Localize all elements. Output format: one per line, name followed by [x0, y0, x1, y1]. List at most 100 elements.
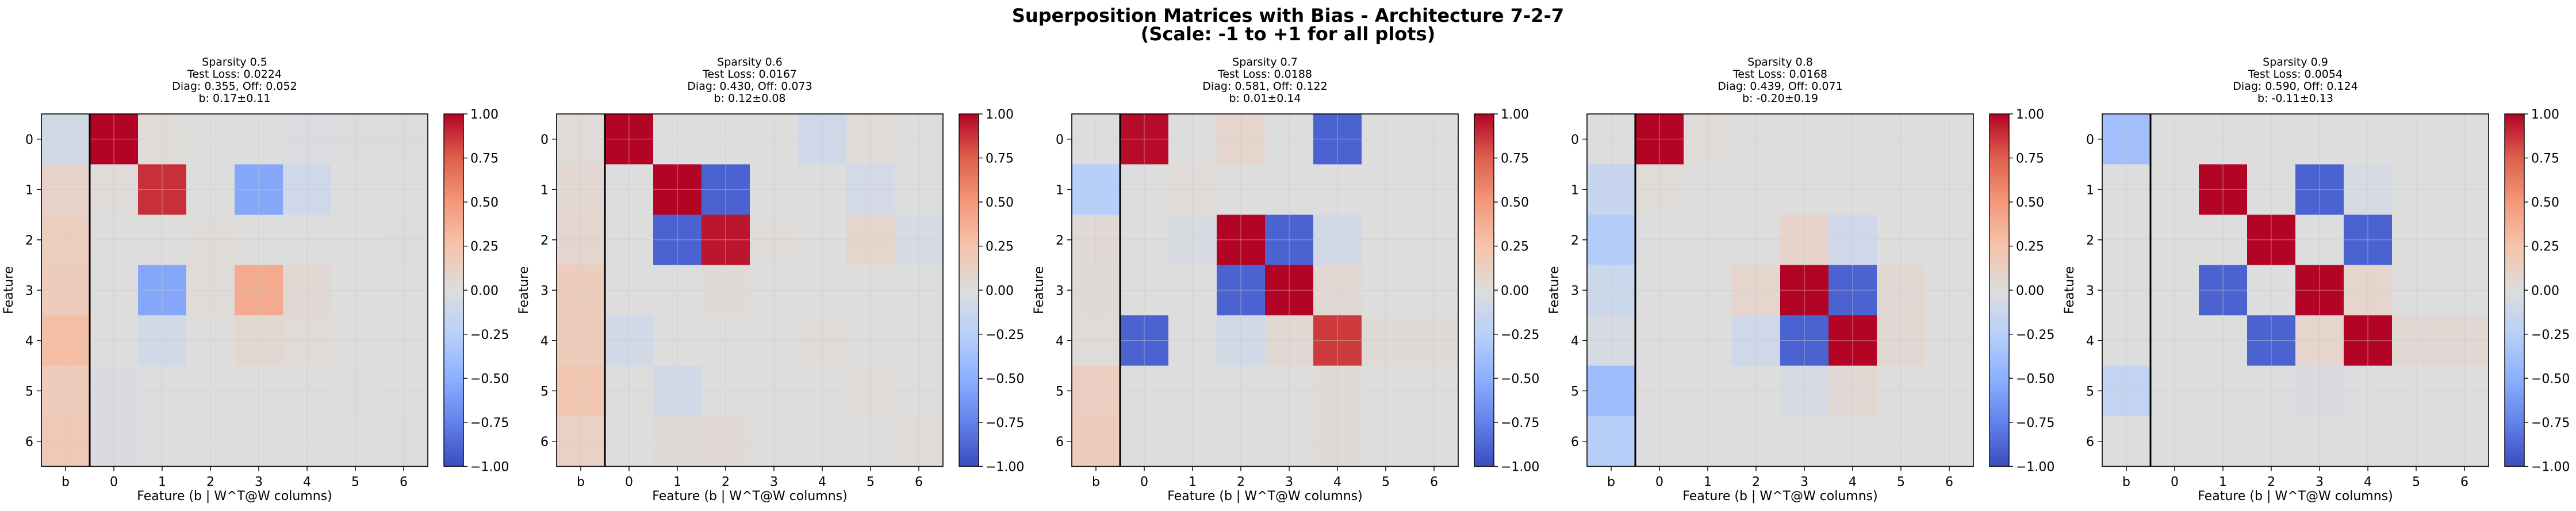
x-tick-label: 0: [1655, 475, 1663, 490]
x-tick-label: 6: [1430, 475, 1438, 490]
colorbar: [2504, 113, 2525, 467]
colorbar-tick-label: 0.75: [1501, 152, 1529, 166]
x-tick-label: 6: [2460, 475, 2468, 490]
y-tick-label: 2: [25, 234, 33, 248]
x-axis-label: Feature (b | W^T@W columns): [652, 489, 847, 504]
colorbar-tick-label: −1.00: [1501, 460, 1539, 475]
x-tick-label: 4: [303, 475, 311, 490]
x-tick-label: 2: [1752, 475, 1760, 490]
x-tick-label: 6: [400, 475, 408, 490]
colorbar-tick-label: 0.75: [986, 152, 1014, 166]
panel-title-line: Test Loss: 0.0188: [1217, 68, 1312, 81]
x-tick-label: 3: [1800, 475, 1808, 490]
y-axis-label: Feature: [2, 266, 16, 314]
y-tick-label: 0: [2086, 133, 2094, 147]
colorbar-tick-label: 1.00: [1501, 108, 1529, 122]
colorbar-tick-label: −0.75: [1501, 416, 1539, 430]
colorbar-tick-label: −0.50: [1501, 372, 1539, 386]
x-tick-label: 5: [1382, 475, 1390, 490]
x-tick-label: 3: [770, 475, 778, 490]
x-tick-label: 4: [2364, 475, 2372, 490]
y-tick-label: 1: [540, 183, 549, 197]
x-tick-label: 6: [915, 475, 923, 490]
colorbar-tick-label: −0.25: [470, 328, 509, 342]
colorbar-tick-label: −0.50: [2531, 372, 2570, 386]
y-tick-label: 0: [540, 133, 549, 147]
colorbar-tick-label: −1.00: [2531, 460, 2570, 475]
colorbar-tick-label: 0.25: [1501, 240, 1529, 254]
y-tick-label: 2: [1056, 234, 1064, 248]
y-tick-label: 3: [25, 284, 33, 298]
y-axis-label: Feature: [2063, 266, 2077, 314]
panel-title-line: Sparsity 0.5: [202, 56, 267, 68]
colorbar-tick-label: 0.50: [2531, 196, 2559, 210]
colorbar-tick-label: 0.25: [986, 240, 1014, 254]
y-tick-label: 1: [1571, 183, 1579, 197]
colorbar-tick-label: −0.25: [2016, 328, 2054, 342]
x-tick-label: 5: [2412, 475, 2420, 490]
colorbar-tick-label: 0.00: [2016, 284, 2044, 298]
x-tick-label: 0: [625, 475, 633, 490]
x-tick-label: 1: [1704, 475, 1712, 490]
x-tick-label: 0: [110, 475, 118, 490]
figure-title-line2: (Scale: -1 to +1 for all plots): [1141, 23, 1436, 45]
y-tick-label: 1: [1056, 183, 1064, 197]
colorbar-tick-label: 0.75: [2016, 152, 2044, 166]
x-tick-label: 3: [255, 475, 263, 490]
x-tick-label: 2: [206, 475, 214, 490]
x-tick-label: 0: [1140, 475, 1148, 490]
y-tick-label: 6: [540, 435, 549, 449]
y-axis-label: Feature: [517, 266, 531, 314]
x-axis-label: Feature (b | W^T@W columns): [1167, 489, 1362, 504]
y-tick-label: 5: [1056, 384, 1064, 399]
y-tick-label: 3: [540, 284, 549, 298]
x-tick-label: 1: [2219, 475, 2227, 490]
x-tick-label: 4: [1849, 475, 1857, 490]
x-axis-label: Feature (b | W^T@W columns): [1682, 489, 1877, 504]
colorbar: [1989, 113, 2010, 467]
panel-title-line: b: 0.01±0.14: [1229, 92, 1301, 105]
y-tick-label: 5: [25, 384, 33, 399]
y-tick-label: 0: [25, 133, 33, 147]
colorbar-tick-label: 0.00: [2531, 284, 2559, 298]
colorbar-tick-label: 1.00: [986, 108, 1014, 122]
y-axis-label: Feature: [1032, 266, 1046, 314]
x-tick-label: b: [2122, 475, 2130, 490]
figure-title-line1: Superposition Matrices with Bias - Archi…: [1012, 5, 1564, 26]
panel-title-line: Diag: 0.581, Off: 0.122: [1202, 80, 1327, 93]
colorbar-tick-label: −0.75: [2531, 416, 2570, 430]
y-tick-label: 6: [1056, 435, 1064, 449]
panel-title-line: b: 0.17±0.11: [198, 92, 270, 105]
x-tick-label: 0: [2171, 475, 2179, 490]
y-tick-label: 2: [1571, 234, 1579, 248]
y-tick-label: 4: [2086, 334, 2094, 349]
colorbar-tick-label: 1.00: [470, 108, 499, 122]
panel-title-line: b: -0.11±0.13: [2257, 92, 2333, 105]
x-tick-label: 4: [1333, 475, 1341, 490]
colorbar-tick-label: 0.50: [1501, 196, 1529, 210]
colorbar-tick-label: −0.50: [470, 372, 509, 386]
panel-title-line: Sparsity 0.6: [717, 56, 783, 68]
x-tick-label: 1: [1189, 475, 1197, 490]
panel-title-line: Diag: 0.439, Off: 0.071: [1718, 80, 1842, 93]
x-tick-label: 3: [2316, 475, 2324, 490]
colorbar-tick-label: −0.75: [2016, 416, 2054, 430]
colorbar: [1474, 113, 1494, 467]
y-tick-label: 5: [540, 384, 549, 399]
panel-title-line: Test Loss: 0.0168: [1732, 68, 1827, 81]
panel-title-line: Diag: 0.590, Off: 0.124: [2233, 80, 2358, 93]
x-tick-label: 4: [818, 475, 826, 490]
y-tick-label: 0: [1571, 133, 1579, 147]
panel-title-line: Sparsity 0.7: [1232, 56, 1298, 68]
colorbar-tick-label: 0.25: [2531, 240, 2559, 254]
colorbar: [443, 113, 464, 467]
y-tick-label: 3: [1571, 284, 1579, 298]
colorbar-tick-label: −0.50: [986, 372, 1024, 386]
colorbar-tick-label: 0.25: [2016, 240, 2044, 254]
y-tick-label: 3: [1056, 284, 1064, 298]
